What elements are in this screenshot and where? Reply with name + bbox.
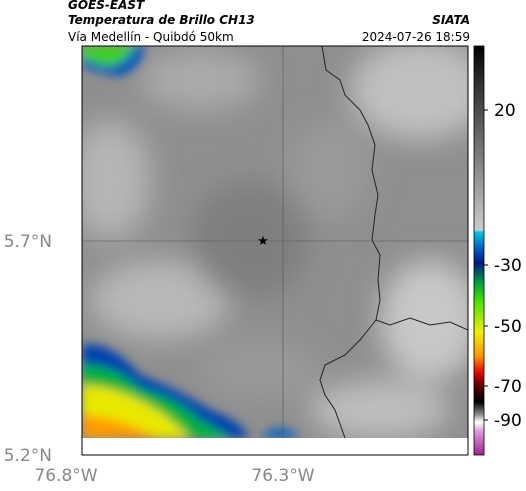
satellite-image	[82, 46, 468, 438]
lat-label: 5.2°N	[4, 446, 52, 466]
graticule	[82, 46, 468, 438]
colorbar	[473, 45, 485, 456]
lat-label: 5.7°N	[4, 232, 52, 252]
borders	[319, 46, 468, 438]
map-frame	[81, 45, 469, 456]
source: GOES-EAST	[68, 0, 145, 12]
location-marker: ★	[257, 234, 269, 249]
route: Vía Medellín - Quibdó 50km	[68, 30, 234, 44]
colorbar-tick-label: -30	[494, 256, 522, 276]
org: SIATA	[432, 13, 470, 27]
datetime: 2024-07-26 18:59	[362, 30, 470, 44]
header: GOES-EAST Temperatura de Brillo CH13 SIA…	[68, 0, 470, 44]
colorbar-tick-label: -70	[494, 377, 522, 397]
lon-label: 76.3°W	[251, 466, 314, 486]
colorbar-tick-label: -90	[494, 411, 522, 431]
product: Temperatura de Brillo CH13	[68, 13, 255, 27]
colorbar-tick-label: -50	[494, 317, 522, 337]
colorbar-tick-label: 20	[494, 101, 516, 121]
colorbar-ticks: 20 -30 -50 -70 -90	[484, 101, 522, 431]
lon-label: 76.8°W	[34, 466, 97, 486]
axis-labels: 5.7°N 5.2°N76.8°W 76.3°W	[4, 232, 315, 486]
